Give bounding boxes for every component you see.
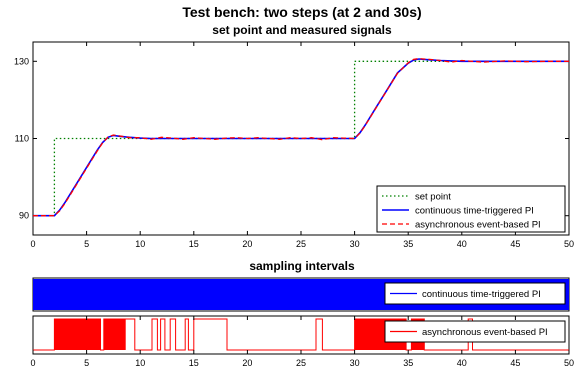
signals-ytick-label: 130 [14, 56, 29, 66]
event-sampling-plot: 0 5 10 15 20 25 30 35 40 45 50 asynchronous event-b… [30, 315, 574, 368]
signals-xtick-label: 45 [510, 239, 520, 249]
event-sampling-xtick-label: 15 [189, 358, 199, 368]
event-sampling-xtick-label: 45 [510, 358, 520, 368]
figure-title: Test bench: two steps (at 2 and 30s) [182, 4, 421, 20]
event-sampling-xtick-label: 0 [30, 358, 35, 368]
event-sampling-xtick-label: 30 [350, 358, 360, 368]
event-sampling-xtick-label: 20 [242, 358, 252, 368]
continuous-legend [384, 282, 566, 305]
event-legend-label: asynchronous event-based PI [422, 327, 548, 338]
signals-xtick-label: 25 [296, 239, 306, 249]
series-line-event [33, 57, 569, 217]
signals-ytick-label: 110 [15, 134, 29, 144]
event-sampling-xtick-label: 25 [296, 358, 306, 368]
legend-label: continuous time-triggered PI [415, 206, 534, 217]
event-sampling-xtick-label: 35 [403, 358, 413, 368]
signals-xtick-label: 15 [189, 239, 199, 249]
event-sampling-xtick-label: 10 [135, 358, 145, 368]
signals-xtick-label: 30 [350, 239, 360, 249]
event-sampling-band [103, 319, 126, 350]
signals-xtick-label: 5 [84, 239, 89, 249]
plot-title-signals: set point and measured signals [212, 23, 392, 37]
signals-legend [376, 185, 566, 233]
continuous-legend-label: continuous time-triggered PI [422, 289, 541, 300]
signals-xtick-label: 10 [135, 239, 145, 249]
continuous-sampling-plot: continuous time-triggered PI [32, 277, 570, 312]
event-sampling-xtick-label: 40 [457, 358, 467, 368]
legend-label: set point [415, 192, 451, 203]
signals-xtick-label: 40 [457, 239, 467, 249]
event-sampling-xtick-label: 50 [564, 358, 574, 368]
plot-title-sampling: sampling intervals [249, 259, 355, 273]
signals-xtick-label: 35 [403, 239, 413, 249]
event-legend [384, 320, 566, 343]
signals-xtick-label: 50 [564, 239, 574, 249]
event-sampling-line [33, 318, 569, 351]
signals-xtick-label: 0 [30, 239, 35, 249]
event-sampling-band [54, 319, 101, 350]
event-sampling-xtick-label: 5 [84, 358, 89, 368]
signals-xtick-label: 20 [242, 239, 252, 249]
legend-label: asynchronous event-based PI [415, 220, 541, 231]
signals-plot: 0 5 10 15 20 25 30 35 40 45 50 90 110 130 set point con… [14, 41, 574, 249]
signals-ytick-label: 90 [19, 211, 29, 221]
